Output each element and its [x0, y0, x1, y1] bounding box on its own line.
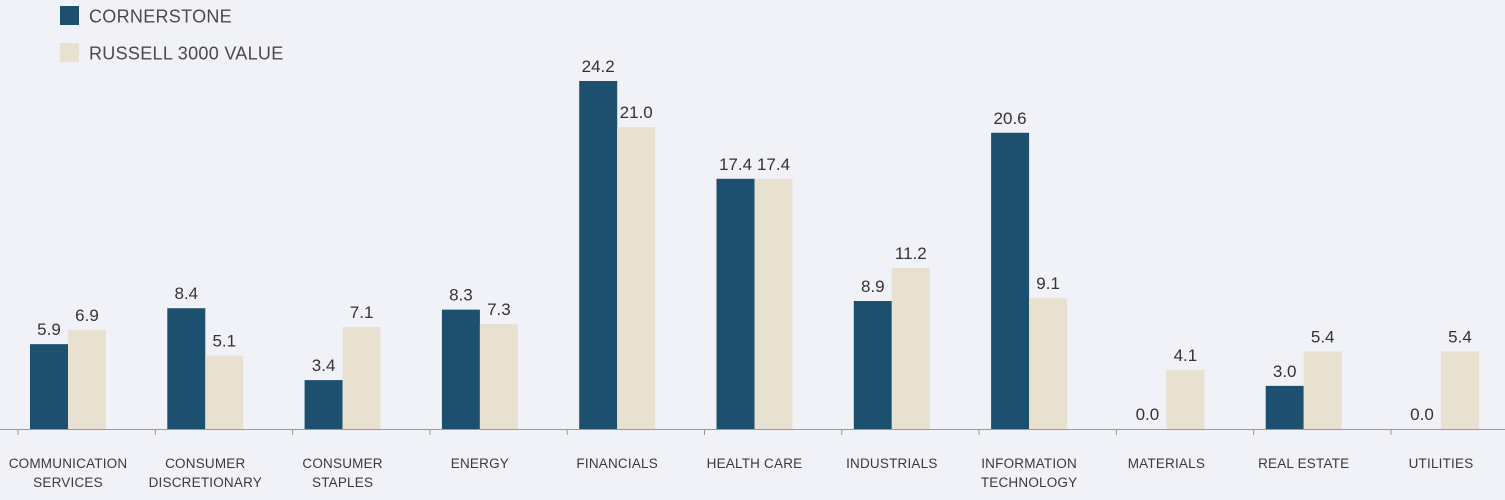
value-label-russell-3000-value-information-technology: 9.1	[1036, 274, 1060, 293]
bar-cornerstone-energy	[441, 309, 480, 429]
category-labels: COMMUNICATION SERVICES CONSUMER DISCRETIONA…	[9, 456, 1474, 490]
category-label-consumer-discretionary: CONSUMER DISCRETIONARY	[149, 456, 262, 490]
bar-russell-3000-value-consumer-discretionary	[205, 355, 244, 429]
category-label-materials: MATERIALS	[1128, 456, 1205, 471]
legend-label-cornerstone: CORNERSTONE	[89, 7, 232, 27]
bar-russell-3000-value-financials	[617, 127, 656, 430]
category-label-health-care: HEALTH CARE	[707, 456, 803, 471]
value-label-cornerstone-consumer-discretionary: 8.4	[174, 284, 198, 303]
value-label-cornerstone-information-technology: 20.6	[994, 109, 1027, 128]
value-label-russell-3000-value-communication-services: 6.9	[75, 306, 99, 325]
category-label-industrials: INDUSTRIALS	[846, 456, 937, 471]
value-label-cornerstone-industrials: 8.9	[861, 277, 885, 296]
category-label-real-estate: REAL ESTATE	[1258, 456, 1349, 471]
value-label-russell-3000-value-industrials: 11.2	[895, 244, 927, 263]
value-label-cornerstone-communication-services: 5.9	[37, 320, 61, 339]
value-label-cornerstone-financials: 24.2	[582, 57, 615, 76]
value-label-cornerstone-consumer-staples: 3.4	[312, 356, 336, 375]
bars	[30, 81, 1479, 430]
value-label-russell-3000-value-consumer-staples: 7.1	[350, 303, 374, 322]
bar-cornerstone-industrials	[853, 301, 892, 429]
bar-cornerstone-consumer-staples	[304, 380, 343, 429]
bar-cornerstone-real-estate	[1265, 385, 1304, 429]
bar-cornerstone-financials	[579, 81, 618, 429]
bar-cornerstone-consumer-discretionary	[167, 308, 206, 429]
category-label-utilities: UTILITIES	[1409, 456, 1474, 471]
value-label-cornerstone-utilities: 0.0	[1410, 405, 1434, 424]
bar-cornerstone-health-care	[716, 178, 755, 429]
bar-russell-3000-value-industrials	[891, 267, 930, 429]
value-label-cornerstone-energy: 8.3	[449, 286, 473, 305]
category-label-financials: FINANCIALS	[576, 456, 658, 471]
legend-swatch-russell-3000-value	[60, 43, 79, 62]
bar-russell-3000-value-communication-services	[68, 329, 106, 429]
x-axis-ticks	[17, 429, 1392, 435]
value-label-russell-3000-value-health-care: 17.4	[757, 155, 790, 174]
value-label-russell-3000-value-utilities: 5.4	[1448, 327, 1472, 346]
category-label-energy: ENERGY	[451, 456, 509, 471]
bar-cornerstone-communication-services	[30, 344, 68, 429]
value-label-russell-3000-value-consumer-discretionary: 5.1	[212, 332, 236, 351]
bar-russell-3000-value-energy	[479, 324, 518, 429]
bar-russell-3000-value-consumer-staples	[342, 326, 381, 429]
value-label-russell-3000-value-real-estate: 5.4	[1311, 327, 1335, 346]
value-label-cornerstone-real-estate: 3.0	[1273, 362, 1297, 381]
value-label-cornerstone-health-care: 17.4	[719, 155, 752, 174]
value-label-russell-3000-value-materials: 4.1	[1174, 346, 1198, 365]
value-labels: 5.9 6.9 8.4 5.1 3.4 7.1 8.3 7.3 24.2 21.0 17.4 17.4…	[37, 57, 1472, 424]
legend: CORNERSTONE RUSSELL 3000 VALUE	[60, 6, 284, 64]
legend-label-russell-3000-value: RUSSELL 3000 VALUE	[89, 44, 284, 64]
bar-cornerstone-information-technology	[991, 132, 1030, 429]
bar-russell-3000-value-information-technology	[1029, 298, 1068, 429]
legend-swatch-cornerstone	[60, 6, 79, 25]
bar-russell-3000-value-materials	[1166, 370, 1205, 429]
bar-russell-3000-value-real-estate	[1303, 351, 1342, 429]
bar-russell-3000-value-health-care	[754, 178, 793, 429]
category-label-information-technology: INFORMATION TECHNOLOGY	[981, 456, 1078, 490]
category-label-consumer-staples: CONSUMER STAPLES	[302, 456, 382, 490]
bar-russell-3000-value-utilities	[1441, 351, 1479, 429]
value-label-russell-3000-value-energy: 7.3	[487, 300, 511, 319]
value-label-russell-3000-value-financials: 21.0	[620, 103, 653, 122]
category-label-communication-services: COMMUNICATION SERVICES	[9, 456, 128, 490]
value-label-cornerstone-materials: 0.0	[1136, 405, 1160, 424]
